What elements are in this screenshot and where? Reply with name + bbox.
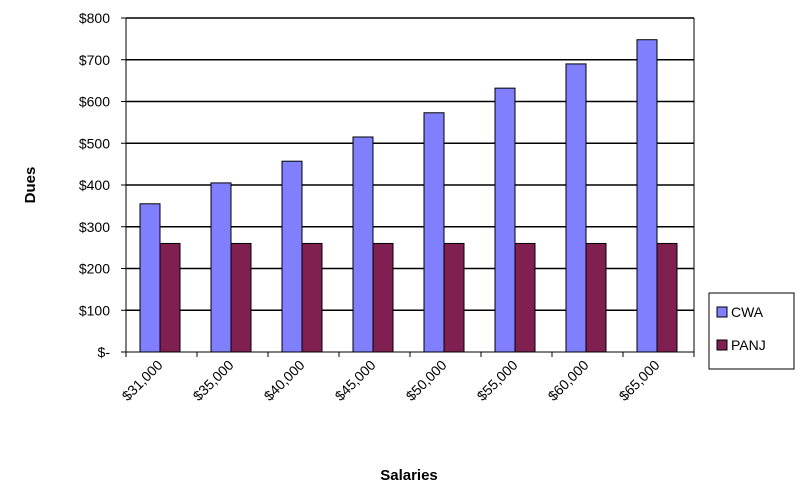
x-axis-title: Salaries [380,467,438,484]
x-tick-label: $45,000 [332,357,379,404]
y-tick-label: $500 [79,135,110,151]
bar-cwa-1 [210,182,232,353]
bar-panj-0 [159,242,181,353]
legend-box [708,292,795,370]
legend-swatch-cwa [716,306,728,318]
bar-cwa-0 [139,203,161,353]
y-tick-label: $800 [79,10,110,26]
bar-panj-4 [443,242,465,353]
bar-cwa-7 [636,39,658,353]
bar-panj-2 [301,242,323,353]
x-tick-label: $40,000 [261,357,308,404]
y-tick-label: $700 [79,52,110,68]
y-tick-label: $600 [79,94,110,110]
x-tick-label: $50,000 [403,357,450,404]
legend-label-cwa: CWA [731,304,764,320]
x-tick-label: $60,000 [545,357,592,404]
bar-cwa-3 [352,136,374,353]
y-ticks: $- $100 $200 $300 $400 $500 $600 $700 $800 [79,10,126,360]
bar-cwa-2 [281,160,303,353]
legend: CWA PANJ [708,292,795,370]
legend-label-panj: PANJ [731,337,766,353]
y-tick-label: $- [98,344,111,360]
y-axis-title: Dues [22,167,39,204]
bar-panj-3 [372,242,394,353]
bar-panj-6 [585,242,607,353]
legend-swatch-panj [716,339,728,351]
x-ticks: $31,000 $35,000 $40,000 $45,000 $50,000 $55,0… [119,352,695,404]
bar-cwa-4 [423,112,445,353]
bar-cwa-5 [494,87,516,353]
x-tick-label: $65,000 [616,357,663,404]
x-tick-label: $35,000 [190,357,237,404]
y-tick-label: $300 [79,219,110,235]
x-tick-label: $31,000 [119,357,166,404]
bar-panj-1 [230,242,252,353]
bars [139,39,678,353]
x-tick-label: $55,000 [474,357,521,404]
bar-cwa-6 [565,63,587,353]
bar-panj-7 [656,242,678,353]
y-tick-label: $100 [79,302,110,318]
bar-panj-5 [514,242,536,353]
y-tick-label: $200 [79,261,110,277]
y-tick-label: $400 [79,177,110,193]
